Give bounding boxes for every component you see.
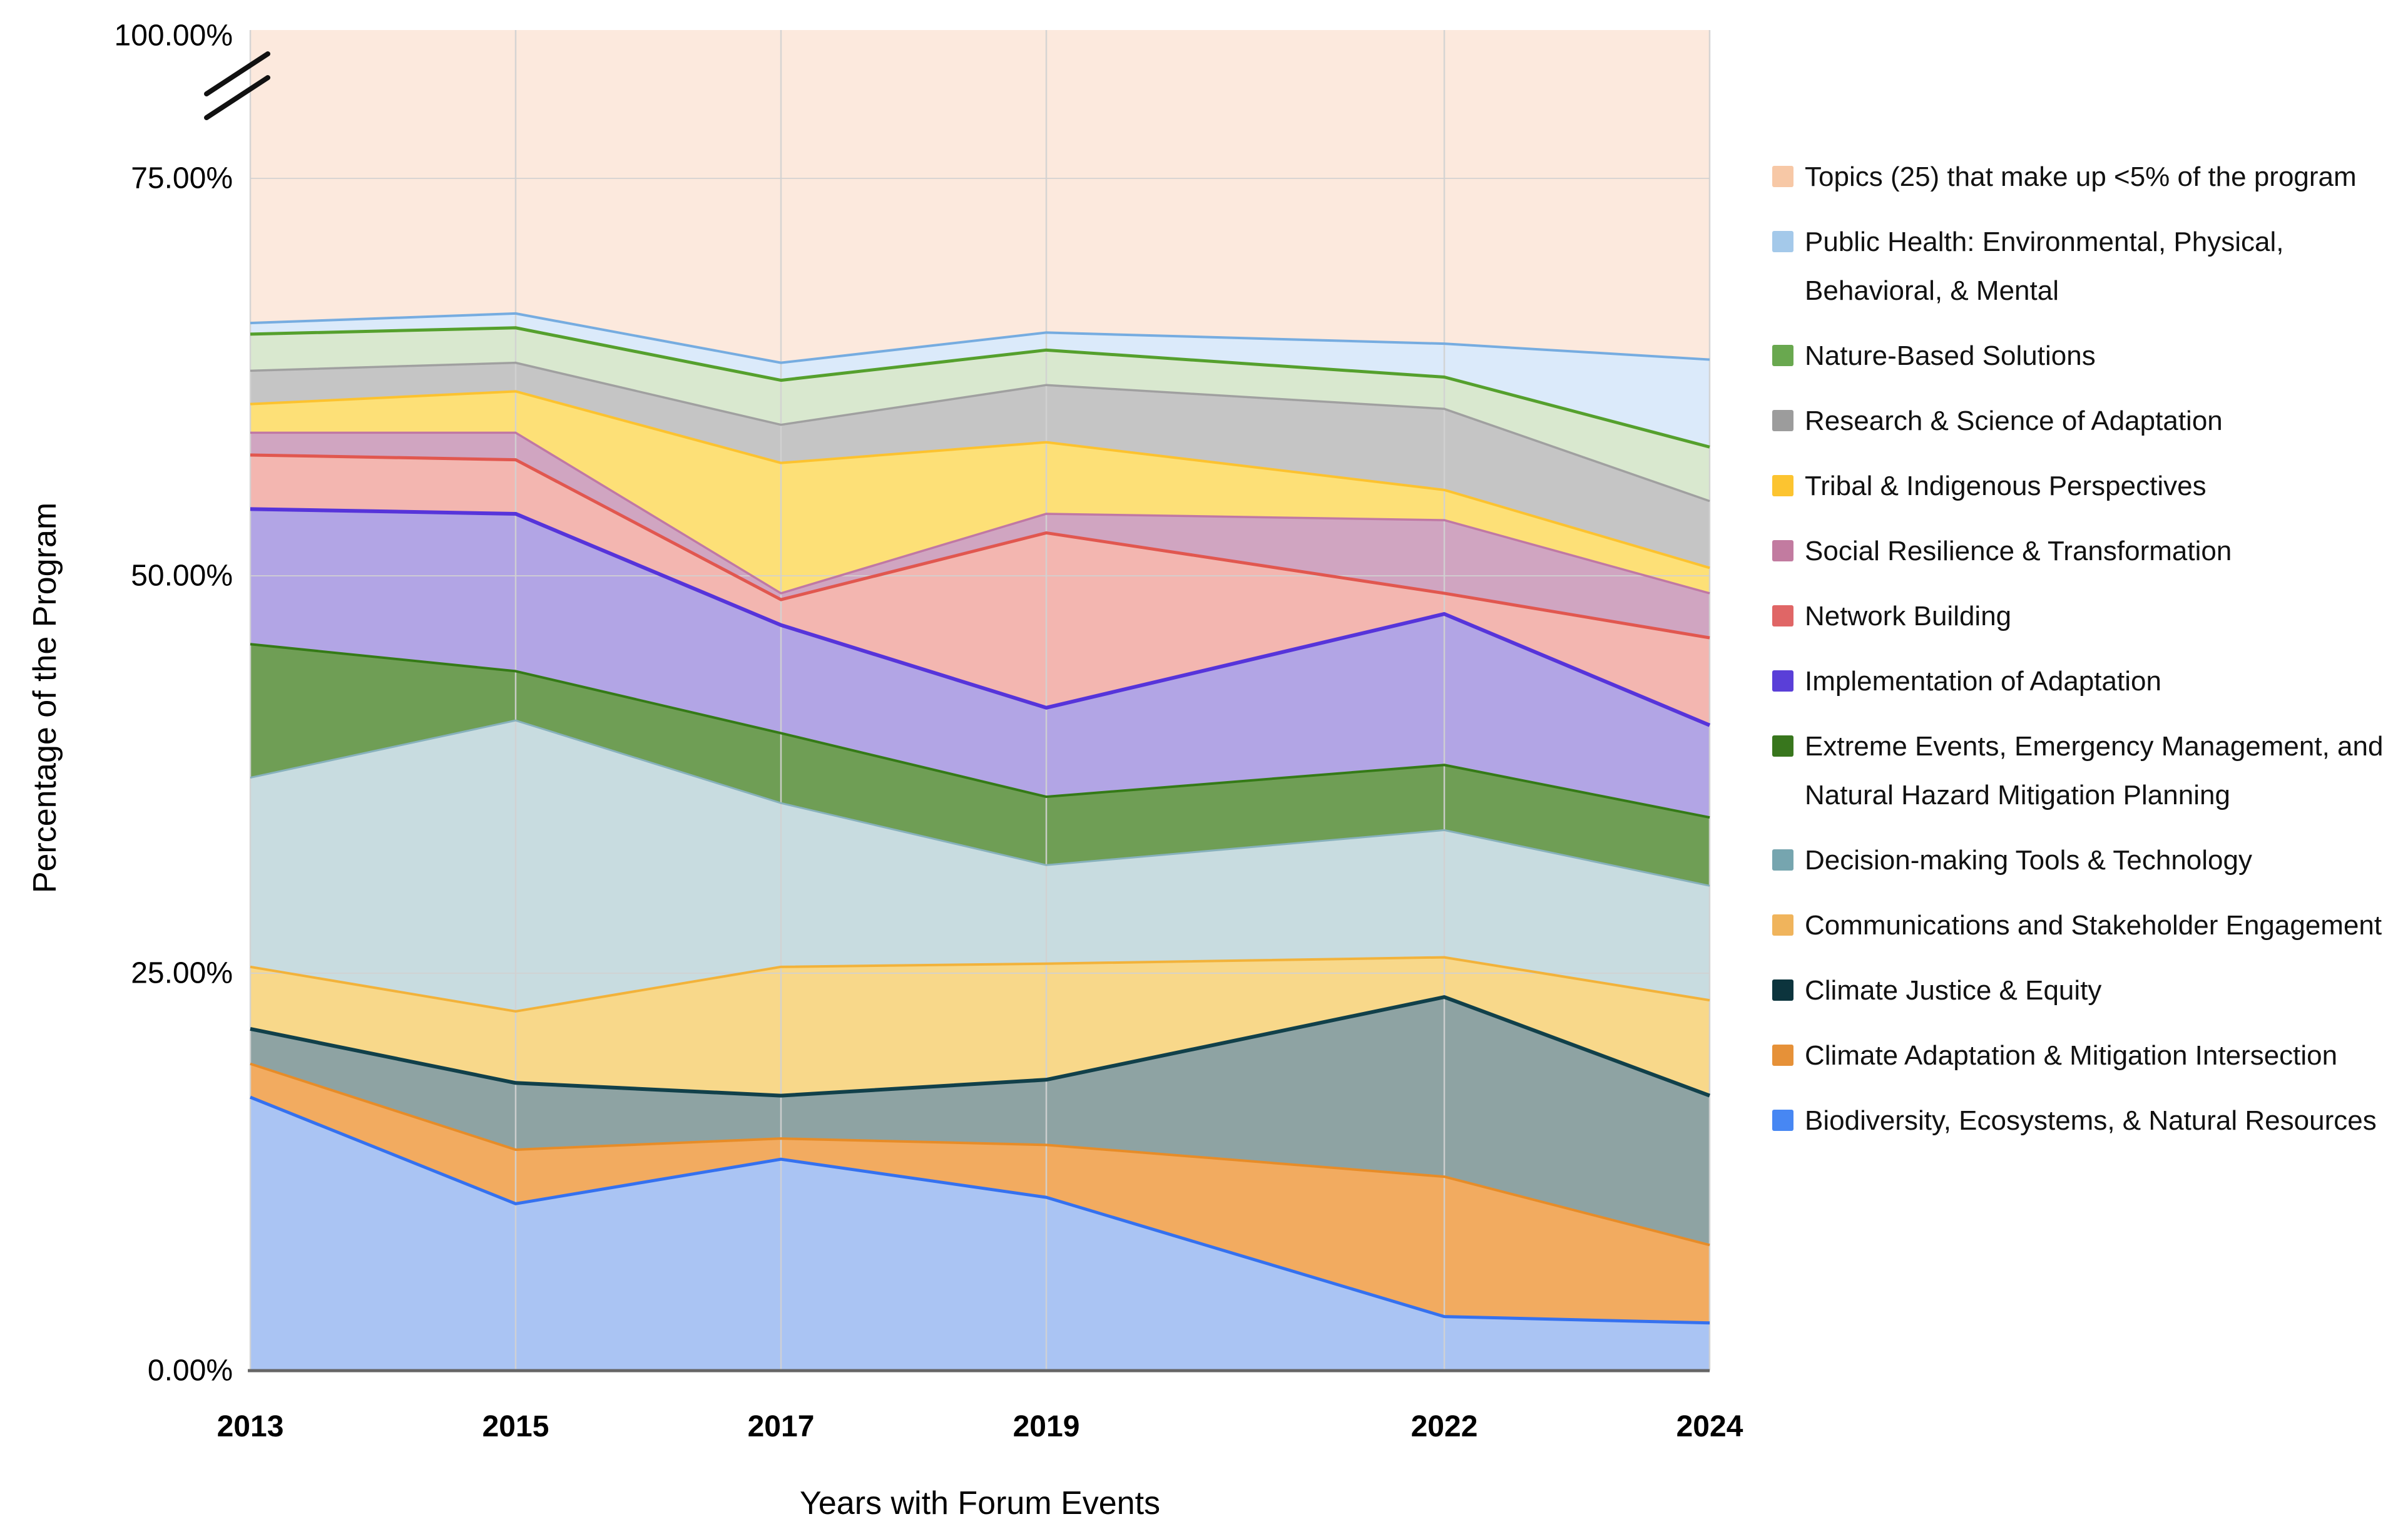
- legend-label: Nature-Based Solutions: [1805, 340, 2096, 371]
- legend-swatch-icon: [1772, 605, 1793, 626]
- x-tick-label: 2017: [747, 1410, 815, 1443]
- legend-label: Public Health: Environmental, Physical, …: [1805, 227, 2284, 306]
- area-band: [250, 997, 1710, 1245]
- legend-label: Network Building: [1805, 601, 2012, 631]
- y-tick-label: 25.00%: [131, 956, 233, 990]
- y-tick-label: 50.00%: [131, 559, 233, 593]
- area-band: [250, 432, 1710, 638]
- legend-label: Tribal & Indigenous Perspectives: [1805, 471, 2206, 501]
- area-band: [250, 509, 1710, 818]
- legend-label: Communications and Stakeholder Engagemen…: [1805, 910, 2382, 941]
- y-tick-label: 75.00%: [131, 161, 233, 195]
- legend-label: Implementation of Adaptation: [1805, 666, 2161, 697]
- legend-label: Decision-making Tools & Technology: [1805, 845, 2252, 876]
- legend-swatch-icon: [1772, 166, 1793, 187]
- x-axis-title: Years with Forum Events: [799, 1485, 1161, 1521]
- y-axis-title: Percentage of the Program: [27, 502, 63, 894]
- legend-swatch-icon: [1772, 670, 1793, 692]
- series-line: [250, 390, 1710, 570]
- legend-item: Climate Adaptation & Mitigation Intersec…: [1772, 1031, 2398, 1080]
- legend-label: Biodiversity, Ecosystems, & Natural Reso…: [1805, 1105, 2377, 1136]
- legend-item: Research & Science of Adaptation: [1772, 397, 2398, 446]
- series-line: [250, 312, 1710, 364]
- x-tick-label: 2015: [482, 1410, 549, 1443]
- y-tick-label: 0.00%: [147, 1354, 233, 1388]
- area-band: [250, 720, 1710, 1011]
- area-band: [250, 644, 1710, 886]
- y-tick-label: 100.00%: [114, 19, 233, 53]
- series-line: [250, 1095, 1710, 1325]
- series-line: [250, 719, 1710, 887]
- area-band: [250, 1097, 1710, 1371]
- legend-label: Extreme Events, Emergency Management, an…: [1805, 731, 2384, 810]
- series-line: [250, 1062, 1710, 1247]
- legend-item: Topics (25) that make up <5% of the prog…: [1772, 153, 2398, 202]
- series-line: [250, 453, 1710, 640]
- legend-item: Implementation of Adaptation: [1772, 657, 2398, 706]
- area-band: [250, 957, 1710, 1096]
- area-band: [250, 1063, 1710, 1323]
- axis-break-icon: [204, 51, 270, 96]
- legend-item: Climate Justice & Equity: [1772, 966, 2398, 1015]
- legend-item: Public Health: Environmental, Physical, …: [1772, 218, 2398, 315]
- legend-swatch-icon: [1772, 914, 1793, 936]
- legend-item: Communications and Stakeholder Engagemen…: [1772, 901, 2398, 950]
- series-line: [250, 326, 1710, 449]
- x-tick-label: 2024: [1676, 1410, 1743, 1443]
- legend-swatch-icon: [1772, 540, 1793, 561]
- x-tick-label: 2019: [1013, 1410, 1080, 1443]
- x-tick-label: 2022: [1411, 1410, 1478, 1443]
- legend-item: Nature-Based Solutions: [1772, 332, 2398, 381]
- legend-label: Topics (25) that make up <5% of the prog…: [1805, 161, 2357, 192]
- legend-label: Climate Justice & Equity: [1805, 975, 2102, 1006]
- area-band: [250, 454, 1710, 725]
- legend-item: Biodiversity, Ecosystems, & Natural Reso…: [1772, 1097, 2398, 1145]
- legend-swatch-icon: [1772, 410, 1793, 431]
- series-line: [250, 995, 1711, 1098]
- series-line: [250, 956, 1710, 1013]
- area-band: [250, 391, 1710, 593]
- legend-swatch-icon: [1772, 1045, 1793, 1066]
- legend-label: Research & Science of Adaptation: [1805, 406, 2223, 436]
- legend-swatch-icon: [1772, 345, 1793, 366]
- x-tick-label: 2013: [217, 1410, 284, 1443]
- chart-legend: Topics (25) that make up <5% of the prog…: [1772, 153, 2398, 1145]
- series-line: [250, 507, 1711, 727]
- series-line: [250, 431, 1710, 595]
- legend-item: Tribal & Indigenous Perspectives: [1772, 462, 2398, 511]
- legend-swatch-icon: [1772, 735, 1793, 757]
- legend-item: Social Resilience & Transformation: [1772, 527, 2398, 576]
- legend-swatch-icon: [1772, 849, 1793, 871]
- legend-label: Climate Adaptation & Mitigation Intersec…: [1805, 1040, 2338, 1071]
- area-band: [250, 362, 1710, 568]
- legend-swatch-icon: [1772, 231, 1793, 252]
- legend-swatch-icon: [1772, 1110, 1793, 1131]
- legend-label: Social Resilience & Transformation: [1805, 536, 2232, 566]
- series-line: [250, 643, 1710, 819]
- legend-item: Extreme Events, Emergency Management, an…: [1772, 722, 2398, 820]
- axis-break-icon: [204, 75, 270, 120]
- legend-item: Network Building: [1772, 592, 2398, 641]
- legend-item: Decision-making Tools & Technology: [1772, 836, 2398, 885]
- series-line: [250, 361, 1710, 503]
- area-band: [250, 30, 1710, 363]
- legend-swatch-icon: [1772, 979, 1793, 1001]
- legend-swatch-icon: [1772, 475, 1793, 496]
